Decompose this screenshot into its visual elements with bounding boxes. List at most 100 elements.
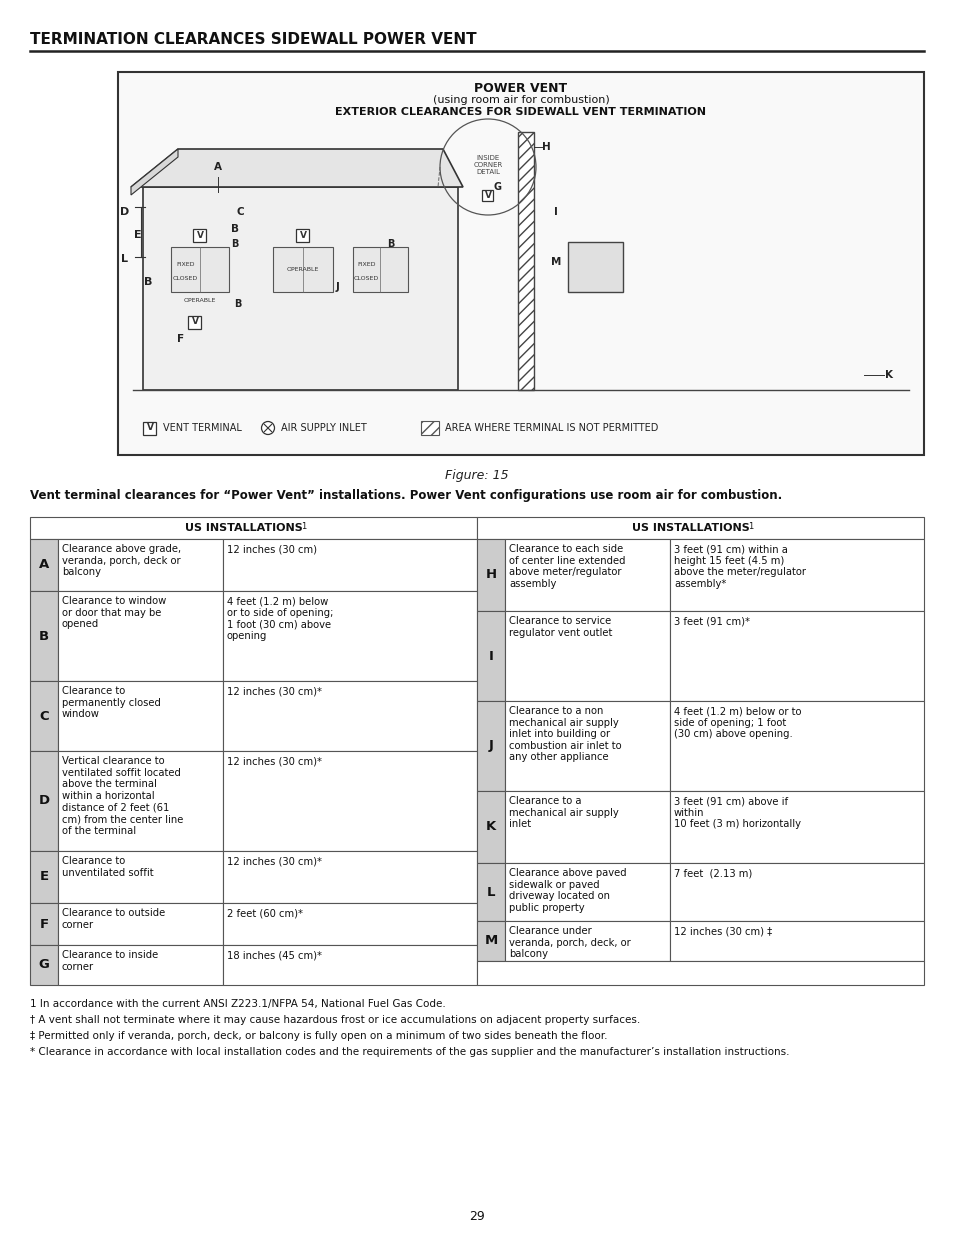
Text: M: M (550, 257, 560, 267)
Bar (58, 751, 223, 851)
Bar (58, 903, 223, 945)
Bar (476, 538, 504, 611)
Text: AREA WHERE TERMINAL IS NOT PERMITTED: AREA WHERE TERMINAL IS NOT PERMITTED (444, 424, 658, 433)
Text: Clearance to inside
corner: Clearance to inside corner (62, 950, 158, 972)
Text: G: G (38, 958, 50, 972)
Text: 29: 29 (469, 1210, 484, 1224)
Text: (using room air for combustion): (using room air for combustion) (432, 95, 609, 105)
Text: V: V (196, 231, 203, 240)
Text: L: L (121, 254, 129, 264)
Text: 12 inches (30 cm): 12 inches (30 cm) (227, 543, 316, 555)
Text: Clearance to
unventilated soffit: Clearance to unventilated soffit (62, 856, 153, 878)
Bar (504, 921, 669, 961)
Text: I: I (554, 207, 558, 217)
Text: B: B (386, 240, 394, 249)
Text: FIXED: FIXED (357, 263, 375, 268)
Bar (58, 680, 223, 751)
Bar (30, 903, 58, 945)
Text: B: B (231, 224, 239, 233)
Text: Clearance to outside
corner: Clearance to outside corner (62, 908, 165, 930)
Text: US INSTALLATIONS: US INSTALLATIONS (631, 522, 749, 534)
Polygon shape (131, 149, 462, 186)
Text: A: A (213, 162, 222, 172)
Text: I: I (488, 650, 493, 662)
Bar (143, 421, 156, 435)
Bar (669, 538, 923, 611)
Bar (504, 863, 669, 921)
Bar (476, 921, 504, 961)
Bar (223, 945, 476, 986)
Bar (517, 132, 534, 390)
Text: 7 feet  (2.13 m): 7 feet (2.13 m) (673, 868, 752, 878)
Text: 2 feet (60 cm)*: 2 feet (60 cm)* (227, 908, 303, 918)
Bar (476, 790, 504, 863)
Text: E: E (134, 230, 142, 240)
Text: Clearance to a
mechanical air supply
inlet: Clearance to a mechanical air supply inl… (509, 797, 618, 829)
Text: AIR SUPPLY INLET: AIR SUPPLY INLET (281, 424, 366, 433)
Bar (476, 611, 504, 701)
Bar (143, 186, 457, 390)
Text: VENT TERMINAL: VENT TERMINAL (163, 424, 242, 433)
Text: G: G (494, 182, 501, 191)
Text: 12 inches (30 cm)*: 12 inches (30 cm)* (227, 856, 322, 866)
Circle shape (261, 421, 274, 435)
Text: C: C (39, 709, 49, 722)
Bar (669, 790, 923, 863)
Text: 12 inches (30 cm)*: 12 inches (30 cm)* (227, 756, 322, 766)
Text: D: D (120, 207, 130, 217)
Text: 18 inches (45 cm)*: 18 inches (45 cm)* (227, 950, 322, 960)
Text: 1: 1 (748, 522, 753, 531)
Bar (273, 247, 333, 291)
Bar (476, 701, 504, 790)
Bar (30, 517, 476, 538)
Text: Clearance to a non
mechanical air supply
inlet into building or
combustion air i: Clearance to a non mechanical air supply… (509, 706, 621, 762)
Bar (30, 945, 58, 986)
Bar (669, 701, 923, 790)
Bar (476, 517, 923, 538)
Text: F: F (177, 333, 184, 345)
Bar (476, 863, 504, 921)
Text: INSIDE
CORNER
DETAIL: INSIDE CORNER DETAIL (473, 156, 502, 175)
Text: OPERABLE: OPERABLE (184, 298, 216, 303)
Polygon shape (131, 149, 178, 195)
Bar (504, 538, 669, 611)
Bar (223, 538, 476, 592)
Text: * Clearance in accordance with local installation codes and the requirements of : * Clearance in accordance with local ins… (30, 1047, 789, 1057)
Text: 3 feet (91 cm) within a
height 15 feet (4.5 m)
above the meter/regulator
assembl: 3 feet (91 cm) within a height 15 feet (… (673, 543, 805, 589)
Text: POWER VENT: POWER VENT (474, 82, 567, 95)
Text: Clearance to each side
of center line extended
above meter/regulator
assembly: Clearance to each side of center line ex… (509, 543, 625, 589)
Bar (193, 228, 206, 242)
Text: V: V (484, 190, 491, 200)
Bar (504, 701, 669, 790)
Text: OPERABLE: OPERABLE (287, 267, 319, 272)
Text: V: V (147, 424, 153, 432)
Text: F: F (39, 918, 49, 930)
Text: ‡ Permitted only if veranda, porch, deck, or balcony is fully open on a minimum : ‡ Permitted only if veranda, porch, deck… (30, 1031, 607, 1041)
Text: 3 feet (91 cm)*: 3 feet (91 cm)* (673, 616, 749, 626)
Text: J: J (335, 282, 339, 291)
Text: Figure: 15: Figure: 15 (445, 468, 508, 482)
Text: CLOSED: CLOSED (354, 275, 379, 282)
Text: L: L (486, 885, 495, 899)
Bar (223, 751, 476, 851)
Text: † A vent shall not terminate where it may cause hazardous frost or ice accumulat: † A vent shall not terminate where it ma… (30, 1015, 639, 1025)
Bar (58, 945, 223, 986)
Bar (30, 592, 58, 680)
Bar (30, 538, 58, 592)
Bar (504, 790, 669, 863)
Text: A: A (39, 558, 49, 572)
Bar (30, 680, 58, 751)
Text: Clearance under
veranda, porch, deck, or
balcony: Clearance under veranda, porch, deck, or… (509, 926, 630, 960)
Text: B: B (39, 630, 49, 642)
Text: C: C (236, 207, 244, 217)
Text: Vertical clearance to
ventilated soffit located
above the terminal
within a hori: Vertical clearance to ventilated soffit … (62, 756, 183, 836)
Text: B: B (234, 299, 241, 309)
Text: Clearance to service
regulator vent outlet: Clearance to service regulator vent outl… (509, 616, 612, 637)
Bar (118, 72, 923, 454)
Text: 1 In accordance with the current ANSI Z223.1/NFPA 54, National Fuel Gas Code.: 1 In accordance with the current ANSI Z2… (30, 999, 445, 1009)
Bar (171, 247, 229, 291)
Text: Clearance above paved
sidewalk or paved
driveway located on
public property: Clearance above paved sidewalk or paved … (509, 868, 626, 913)
Text: Clearance above grade,
veranda, porch, deck or
balcony: Clearance above grade, veranda, porch, d… (62, 543, 181, 577)
Bar (669, 921, 923, 961)
Text: E: E (39, 871, 49, 883)
